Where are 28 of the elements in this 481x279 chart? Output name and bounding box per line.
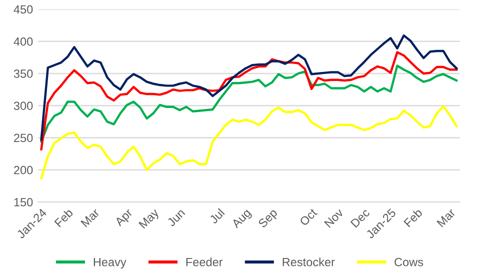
y-tick-label: 300 — [14, 102, 33, 110]
x-tick-label: Mar — [436, 208, 456, 228]
x-tick-label: Nov — [324, 208, 344, 228]
legend-label: Heavy — [94, 258, 126, 269]
line-series — [40, 34, 458, 141]
line-series — [40, 51, 458, 150]
x-tick-label: Dec — [350, 208, 370, 228]
legend-label: Feeder — [186, 258, 223, 266]
x-tick-label: Mar — [80, 208, 100, 228]
line-series — [40, 64, 458, 143]
x-tick-label: Sep — [258, 208, 280, 230]
y-tick-label: 350 — [14, 70, 33, 78]
x-tick-label: Feb — [54, 208, 74, 228]
y-tick-label: 150 — [14, 198, 33, 206]
y-tick-label: 400 — [14, 37, 33, 46]
x-tick-label: Jun — [166, 208, 186, 228]
y-tick-label: 450 — [14, 5, 33, 14]
x-tick-label: May — [138, 208, 162, 230]
y-tick-label: 250 — [14, 134, 33, 142]
line-series — [40, 105, 458, 180]
y-tick-label: 200 — [14, 166, 33, 174]
x-tick-label: Feb — [403, 208, 423, 228]
legend-label: Cows — [394, 258, 424, 266]
x-tick-label: Apr — [114, 208, 135, 228]
x-tick-label: Jul — [208, 208, 225, 224]
legend-label: Restocker — [282, 258, 335, 266]
x-tick-label: Aug — [231, 208, 253, 230]
x-tick-label: Oct — [299, 208, 318, 226]
